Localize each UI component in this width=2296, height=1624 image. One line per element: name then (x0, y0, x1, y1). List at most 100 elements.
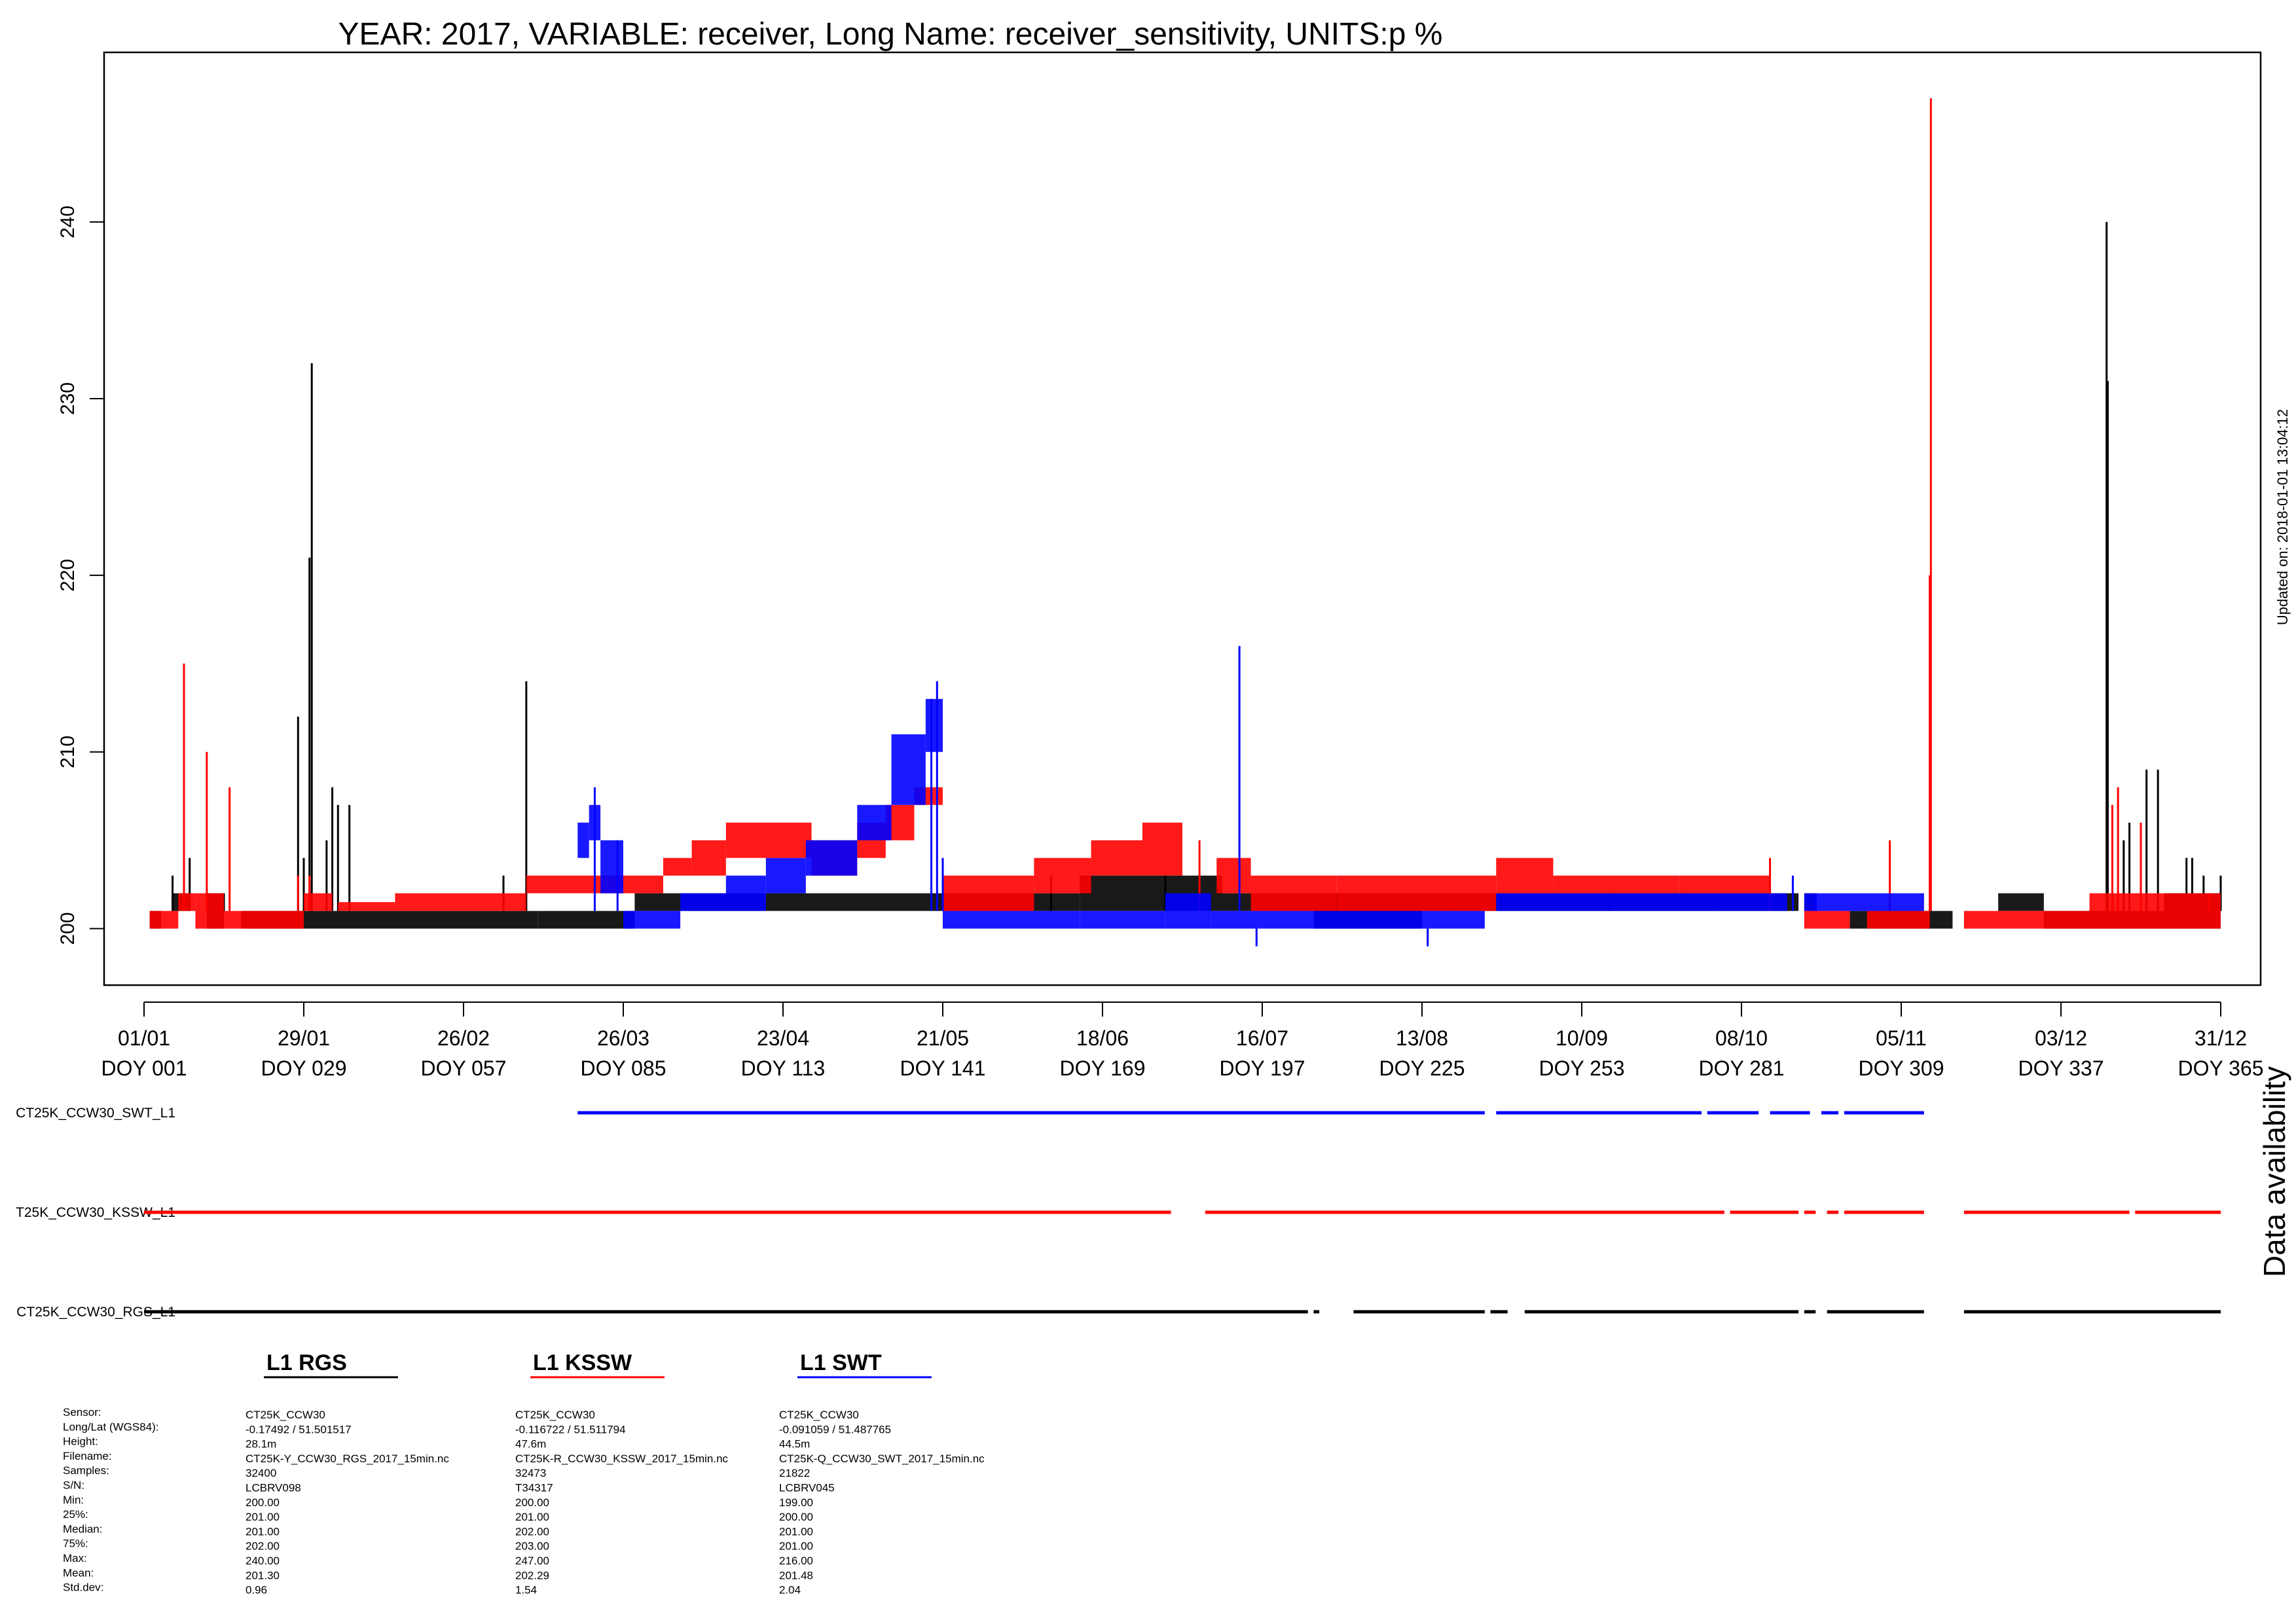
stats-value: 200.00 (515, 1496, 549, 1509)
stats-value: 203.00 (515, 1540, 549, 1553)
availability-row-label: T25K_CCW30_KSSW_L1 (16, 1205, 175, 1220)
series-l1-swt (577, 645, 1924, 947)
stats-value: 2.04 (779, 1584, 801, 1597)
legend-label: L1 SWT (800, 1350, 882, 1375)
stats-label: 75%: (63, 1538, 88, 1550)
data-band (304, 911, 424, 929)
stats-value: 28.1m (246, 1438, 276, 1451)
stats-label: Filename: (63, 1450, 112, 1462)
stats-value: 47.6m (515, 1438, 546, 1451)
data-band (195, 893, 224, 929)
data-band (338, 902, 395, 911)
data-band (891, 734, 926, 805)
data-availability-panel: CT25K_CCW30_SWT_L1 T25K_CCW30_KSSW_L1 CT25… (16, 1106, 2221, 1320)
data-band (765, 893, 938, 911)
legend-label: L1 KSSW (533, 1350, 632, 1375)
stats-value: 202.00 (246, 1540, 280, 1553)
x-tick-date: 29/01 (278, 1026, 330, 1050)
x-tick-doy: DOY 225 (1379, 1056, 1465, 1080)
stats-label: Median: (63, 1523, 102, 1535)
data-band (1998, 893, 2044, 911)
stats-label: Samples: (63, 1464, 109, 1477)
data-band (1496, 857, 1554, 893)
stats-value: 1.54 (515, 1584, 537, 1597)
data-band (2163, 893, 2221, 929)
data-band (1867, 911, 1930, 929)
stats-value: CT25K_CCW30 (779, 1409, 859, 1421)
stats-value: LCBRV098 (246, 1482, 301, 1494)
x-tick-doy: DOY 309 (1858, 1056, 1944, 1080)
data-band (623, 911, 681, 929)
data-band (178, 893, 196, 911)
data-band (1553, 875, 1679, 893)
data-band (1804, 893, 1924, 911)
data-band (1080, 911, 1165, 929)
stats-value: 200.00 (779, 1511, 813, 1523)
stats-label: Long/Lat (WGS84): (63, 1420, 158, 1433)
stats-value: CT25K-Q_CCW30_SWT_2017_15min.nc (779, 1453, 985, 1465)
stats-label: Mean: (63, 1566, 94, 1579)
x-tick-date: 08/10 (1715, 1026, 1768, 1050)
stats-value: 201.00 (246, 1525, 280, 1538)
stats-value: 44.5m (779, 1438, 810, 1451)
x-tick-doy: DOY 029 (261, 1056, 346, 1080)
x-tick-date: 03/12 (2035, 1026, 2087, 1050)
x-tick-doy: DOY 057 (420, 1056, 506, 1080)
statistics-table: Sensor: Long/Lat (WGS84): Height: Filename:… (63, 1406, 985, 1597)
data-band (857, 804, 892, 840)
x-tick-date: 21/05 (917, 1026, 969, 1050)
x-tick-doy: DOY 001 (101, 1056, 187, 1080)
x-tick-date: 13/08 (1396, 1026, 1448, 1050)
stats-label: 25%: (63, 1508, 88, 1521)
data-band (1336, 875, 1497, 911)
stats-value: CT25K-R_CCW30_KSSW_2017_15min.nc (515, 1453, 729, 1465)
stats-value: 201.48 (779, 1569, 813, 1581)
data-band (526, 875, 595, 893)
data-band (304, 893, 333, 911)
data-band (663, 857, 692, 876)
x-tick-date: 26/03 (597, 1026, 649, 1050)
x-axis: 01/01 DOY 001 29/01 DOY 029 26/02 DOY 057 26/0… (101, 1001, 2264, 1080)
x-tick-date: 16/07 (1236, 1026, 1288, 1050)
stats-value: 0.96 (246, 1584, 267, 1597)
data-band (224, 911, 304, 929)
data-band (2089, 893, 2164, 929)
x-tick-date: 10/09 (1556, 1026, 1608, 1050)
x-tick-doy: DOY 337 (2018, 1056, 2104, 1080)
availability-row-label: CT25K_CCW30_RGS_L1 (16, 1305, 175, 1320)
data-band (1142, 822, 1182, 876)
stats-value: -0.116722 / 51.511794 (515, 1423, 626, 1435)
legend-label: L1 RGS (266, 1350, 347, 1375)
stats-value: 202.00 (515, 1525, 549, 1538)
stats-label: Std.dev: (63, 1581, 103, 1594)
data-band (424, 911, 538, 929)
x-tick-doy: DOY 169 (1059, 1056, 1145, 1080)
stats-value: 32400 (246, 1467, 276, 1479)
x-tick-date: 01/01 (118, 1026, 170, 1050)
data-band (1713, 893, 1787, 911)
stats-value: 199.00 (779, 1496, 813, 1509)
data-band (805, 840, 858, 876)
stats-value: 201.00 (246, 1511, 280, 1523)
data-band (1496, 893, 1713, 911)
stats-value: CT25K-Y_CCW30_RGS_2017_15min.nc (246, 1453, 449, 1465)
stats-value: 240.00 (246, 1555, 280, 1567)
data-band (943, 911, 1080, 929)
data-band (1165, 893, 1211, 929)
plot-area (149, 98, 2222, 947)
stats-value: -0.17492 / 51.501517 (246, 1423, 352, 1435)
y-tick-label: 200 (57, 912, 79, 945)
stats-value: 247.00 (515, 1555, 549, 1567)
x-tick-doy: DOY 085 (580, 1056, 666, 1080)
stats-label: Sensor: (63, 1406, 101, 1418)
updated-label: Updated on: 2018-01-01 13:04:12 (2274, 409, 2291, 625)
x-tick-doy: DOY 197 (1219, 1056, 1305, 1080)
data-band (725, 875, 766, 911)
data-band (680, 893, 726, 911)
series-l1-kssw (149, 98, 2221, 929)
data-band (1313, 911, 1485, 929)
x-tick-doy: DOY 365 (2178, 1056, 2263, 1080)
stats-value: 201.00 (779, 1540, 813, 1553)
data-band (765, 857, 806, 893)
